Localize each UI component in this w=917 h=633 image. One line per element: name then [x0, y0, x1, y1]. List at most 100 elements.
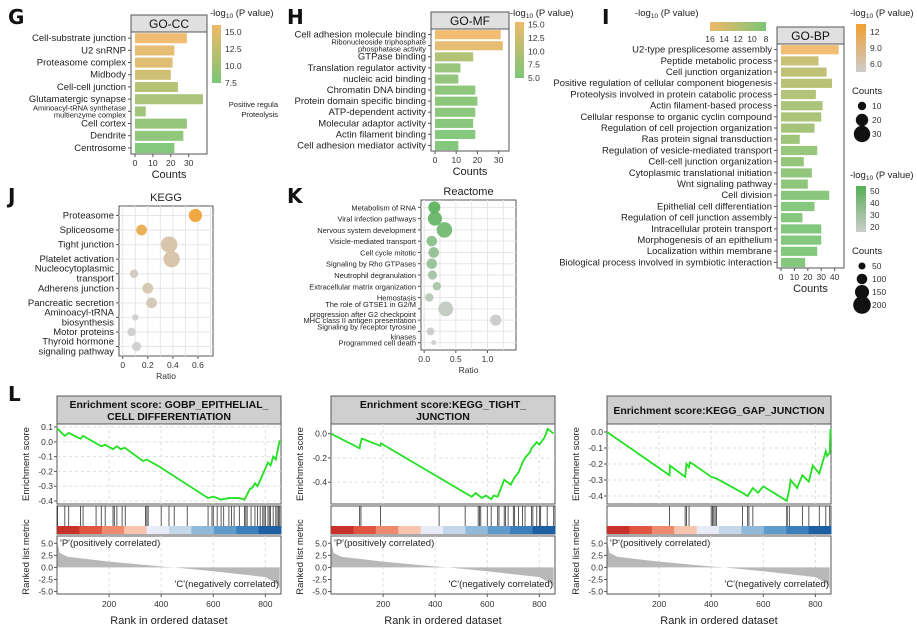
kegg-xlabel: Ratio [156, 371, 176, 381]
go_mf-xlabel: Counts [453, 166, 488, 178]
gsea_gap-es-line [606, 428, 832, 503]
go_mf-category-label: Cell adhesion mediator activity [297, 140, 426, 151]
gsea_gap-title-strip [606, 395, 832, 425]
kegg-category-label: Platelet activation [40, 254, 114, 265]
reactome-category-label: Hemostasis [377, 294, 416, 303]
go_cc-bar [135, 118, 187, 129]
go_cc-xtick-label: 0 [133, 158, 138, 168]
gsea_epithelial-ytick-label: 0.1 [41, 422, 53, 432]
go_mf-bar [435, 74, 459, 84]
kegg-category-label: Aminoacyl-tRNA [44, 307, 114, 318]
kegg-category-label: biosynthesis [62, 317, 115, 328]
go_bp-category-label: Cell junction organization [666, 67, 772, 78]
go_mf-bar [435, 96, 478, 106]
gsea_tight-ranked-ytick-label: -5.0 [312, 587, 327, 597]
go_bp-bar [781, 78, 832, 88]
gsea_tight-heat-segment [510, 526, 534, 534]
gsea_gap-heat-segment [696, 526, 720, 534]
go_bp-bar [781, 112, 822, 122]
go_bp-category-label: Actin filament-based process [650, 101, 772, 112]
go_cc-xtick-label: 30 [184, 158, 194, 168]
gsea_tight-ylabel2: Ranked list metric [295, 519, 306, 595]
go_mf-title: GO-MF [450, 14, 490, 28]
gsea_tight-ranked-ytick-label: 0.0 [315, 562, 327, 572]
go_cc-bar [135, 143, 175, 154]
gsea_epithelial-ranked-ytick-label: -2.5 [38, 575, 53, 585]
go_bp-category-label: Cell division [721, 190, 772, 201]
go_bp-bar [781, 179, 808, 189]
gsea_tight-xtick-label: 400 [428, 599, 442, 609]
kegg-xtick-label: 0.4 [167, 360, 179, 370]
go_bp-bar [781, 123, 815, 133]
kegg-category-label: Spliceosome [60, 225, 114, 236]
kegg-size-legend-dot [855, 113, 869, 127]
go_bp-bar [781, 67, 827, 77]
gsea_tight-heat-segment [353, 526, 377, 534]
go_bp-category-label: U2-type presplicesome assembly [632, 45, 772, 56]
gsea_epithelial-ylabel2: Ranked list metric [21, 519, 32, 595]
reactome-category-label: Signaling by Rho GTPases [326, 260, 416, 269]
go_cc-category-label: Centrosome [74, 143, 126, 154]
reactome-size-legend-label: 50 [872, 261, 882, 271]
kegg-xtick-label: 0 [120, 360, 125, 370]
gsea_tight-heat-segment [331, 526, 354, 534]
gsea_epithelial-ranked-ytick-label: 2.5 [41, 550, 53, 560]
go_bp-bar [781, 246, 818, 256]
go-cc-colorbar-tick: 12.5 [225, 44, 242, 54]
go_cc-bar [135, 94, 203, 105]
gsea_tight-ytick-label: -0.4 [312, 477, 327, 487]
kegg-colorbar-tick: 6.0 [870, 59, 882, 69]
go_mf-category-label: Translation regulator activity [308, 63, 427, 74]
go_mf-xtick-label: 30 [494, 155, 504, 165]
reactome-point [427, 270, 437, 280]
kegg-point [160, 236, 178, 253]
kegg-category-label: Adherens junction [38, 283, 114, 294]
go_bp-bar [781, 157, 804, 167]
reactome-point [431, 340, 437, 346]
kegg-category-label: Tight junction [58, 240, 114, 251]
go_mf-bar [435, 63, 461, 73]
reactome-category-label: The role of GTSE1 in G2/M [325, 300, 416, 309]
gsea_epithelial-ranked-ytick-label: 0.0 [41, 562, 53, 572]
reactome-xlabel: Ratio [459, 365, 479, 375]
go_mf-bar [435, 107, 476, 117]
gsea_epithelial-ytick-label: -0.4 [38, 496, 53, 506]
gsea_tight-ranked-ytick-label: 5.0 [315, 538, 327, 548]
gsea_epithelial-neg-label: 'C'(negatively correlated) [175, 579, 279, 590]
reactome-point [438, 301, 454, 317]
go_cc-bar [135, 82, 178, 93]
go-bp-colorbar [710, 22, 766, 31]
gsea_tight-pos-label: 'P'(positively correlated) [334, 538, 434, 549]
reactome-point [490, 314, 502, 326]
gsea_epithelial-heat-segment [57, 526, 80, 534]
go_bp-bar [781, 190, 830, 200]
kegg-size-legend-dot [853, 125, 871, 143]
gsea_gap-ranked-ytick-label: -5.0 [588, 587, 603, 597]
gsea_gap-ranked-ytick-label: -2.5 [588, 575, 603, 585]
gsea_gap-ylabel2: Ranked list metric [571, 519, 582, 595]
go_mf-bar [435, 41, 503, 51]
go_bp-bar [781, 224, 822, 234]
kegg-category-label: Pancreatic secretion [28, 298, 114, 309]
reactome-size-legend-label: 200 [872, 300, 886, 310]
gsea_epithelial-heat-segment [236, 526, 260, 534]
go_bp-category-label: Cell-cell junction organization [648, 157, 772, 168]
reactome-xtick-label: 1.0 [482, 354, 494, 364]
go_bp-bar [781, 168, 812, 178]
gsea_gap-ranked-ytick-label: 0.0 [591, 562, 603, 572]
go-bp-colorbar-tick: 14 [719, 34, 729, 44]
kegg-point [129, 269, 139, 278]
go_cc-category-label: multienzyme complex [54, 110, 126, 119]
kegg-point [146, 297, 157, 309]
kegg-category-label: signaling pathway [38, 347, 114, 358]
go_mf-bar [435, 129, 476, 140]
go_mf-category-label: Cell adhesion molecule binding [294, 30, 426, 41]
gsea_gap-xtick-label: 400 [704, 599, 718, 609]
go_cc-category-label: Dendrite [90, 131, 126, 142]
reactome-category-label: Metabolism of RNA [351, 203, 416, 212]
go_bp-category-label: Cellular response to organic cyclin comp… [580, 112, 772, 123]
go_bp-bar [781, 235, 822, 245]
reactome-category-label: MHC class II antigen presentation [303, 316, 416, 325]
go_cc-category-label: Cell-cell junction [57, 82, 126, 93]
